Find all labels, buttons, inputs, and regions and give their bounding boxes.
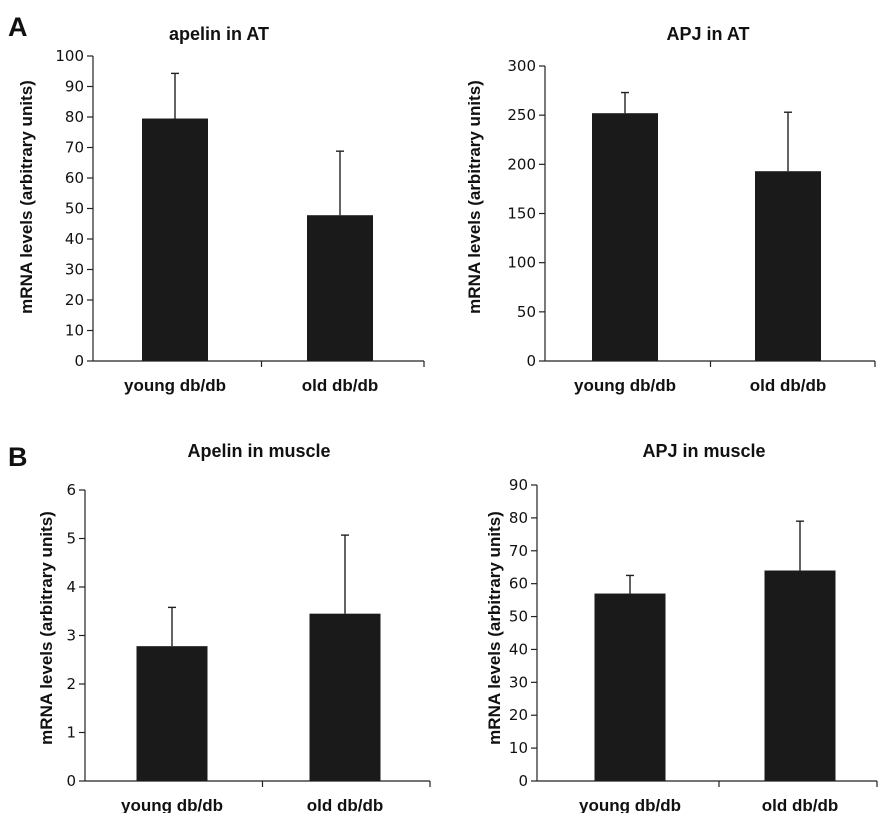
- y-tick-label: 2: [66, 675, 76, 693]
- y-tick-label: 40: [509, 640, 528, 658]
- y-tick-label: 80: [509, 509, 528, 527]
- chart-apj-at: APJ in AT mRNA levels (arbitrary units) …: [465, 24, 876, 395]
- x-category-label: young db/db: [574, 376, 676, 395]
- y-axis-label: mRNA levels (arbitrary units): [465, 80, 484, 314]
- x-category-label: old db/db: [750, 376, 826, 395]
- y-tick-label: 100: [55, 47, 84, 65]
- y-tick-label: 60: [65, 169, 84, 187]
- y-tick-label: 0: [518, 772, 528, 790]
- chart-title: Apelin in muscle: [187, 441, 330, 461]
- bar: [592, 113, 658, 361]
- y-tick-label: 50: [509, 608, 528, 626]
- chart-title: APJ in AT: [666, 24, 749, 44]
- x-category-label: young db/db: [121, 796, 223, 813]
- y-tick-label: 80: [65, 108, 84, 126]
- y-tick-label: 300: [507, 57, 536, 75]
- bar: [136, 646, 208, 781]
- chart-apelin-at: apelin in AT mRNA levels (arbitrary unit…: [17, 24, 425, 395]
- y-tick-label: 50: [517, 303, 536, 321]
- chart-apelin-muscle: Apelin in muscle mRNA levels (arbitrary …: [37, 441, 431, 813]
- bar: [755, 171, 821, 361]
- y-tick-label: 1: [66, 724, 76, 742]
- y-tick-label: 50: [65, 200, 84, 218]
- y-tick-label: 6: [66, 481, 76, 499]
- y-tick-label: 70: [509, 542, 528, 560]
- bar: [307, 215, 373, 361]
- y-tick-label: 70: [65, 139, 84, 157]
- x-category-label: young db/db: [579, 796, 681, 813]
- chart-apj-muscle: APJ in muscle mRNA levels (arbitrary uni…: [485, 441, 878, 813]
- x-category-label: old db/db: [302, 376, 378, 395]
- bar: [142, 118, 208, 362]
- y-tick-label: 60: [509, 575, 528, 593]
- y-tick-label: 100: [507, 254, 536, 272]
- y-tick-label: 30: [65, 261, 84, 279]
- y-tick-label: 0: [74, 352, 84, 370]
- panel-label-a: A: [8, 12, 28, 42]
- y-tick-label: 200: [507, 155, 536, 173]
- x-category-label: old db/db: [762, 796, 838, 813]
- y-axis-label: mRNA levels (arbitrary units): [17, 80, 36, 314]
- bar: [309, 613, 381, 781]
- chart-title: apelin in AT: [169, 24, 269, 44]
- y-tick-label: 150: [507, 205, 536, 223]
- y-tick-label: 30: [509, 673, 528, 691]
- bar: [594, 593, 666, 781]
- y-tick-label: 5: [66, 530, 76, 548]
- y-tick-label: 10: [509, 739, 528, 757]
- x-category-label: young db/db: [124, 376, 226, 395]
- y-axis-label: mRNA levels (arbitrary units): [37, 511, 56, 745]
- y-tick-label: 90: [509, 476, 528, 494]
- x-category-label: old db/db: [307, 796, 383, 813]
- y-tick-label: 20: [65, 291, 84, 309]
- y-tick-label: 20: [509, 706, 528, 724]
- y-tick-label: 4: [66, 578, 76, 596]
- y-tick-label: 10: [65, 322, 84, 340]
- panel-label-b: B: [8, 442, 28, 472]
- y-tick-label: 0: [66, 772, 76, 790]
- y-axis-label: mRNA levels (arbitrary units): [485, 511, 504, 745]
- y-tick-label: 3: [66, 627, 76, 645]
- chart-title: APJ in muscle: [642, 441, 765, 461]
- bar: [764, 570, 836, 781]
- y-tick-label: 250: [507, 106, 536, 124]
- y-tick-label: 40: [65, 230, 84, 248]
- y-tick-label: 0: [526, 352, 536, 370]
- y-tick-label: 90: [65, 78, 84, 96]
